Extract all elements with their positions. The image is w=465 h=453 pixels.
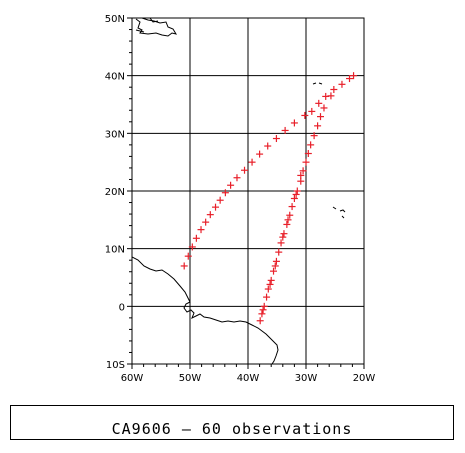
- observation-marker: [293, 187, 301, 195]
- observation-marker: [197, 226, 205, 234]
- observation-marker: [299, 167, 307, 175]
- observation-marker: [301, 111, 309, 119]
- observation-marker: [227, 181, 235, 189]
- observation-marker: [258, 310, 266, 318]
- lat-label: 50N: [105, 14, 125, 25]
- observation-marker: [338, 80, 346, 88]
- lat-label: 10S: [106, 360, 125, 371]
- observation-marker: [346, 75, 353, 83]
- observation-marker: [284, 216, 292, 224]
- observation-marker: [275, 248, 283, 256]
- lat-label: 30N: [105, 129, 125, 140]
- lon-label: 20W: [353, 373, 376, 384]
- observation-marker: [290, 119, 298, 127]
- lon-label: 40W: [237, 373, 260, 384]
- observation-marker: [221, 189, 229, 197]
- observation-marker: [272, 135, 280, 143]
- observation-marker: [188, 243, 196, 251]
- observation-marker: [350, 72, 358, 80]
- observation-marker: [310, 132, 318, 140]
- observation-marker: [180, 262, 188, 270]
- observation-marker: [314, 122, 322, 130]
- observation-marker: [263, 293, 271, 301]
- observation-marker: [216, 196, 224, 204]
- observation-marker: [271, 262, 279, 270]
- observation-map: 60W 50W 40W 30W 20W 50N 40N 30N 20N 10N 0 10S: [105, 14, 376, 384]
- observation-marker: [292, 190, 300, 198]
- observation-marker: [264, 285, 272, 293]
- observation-marker: [297, 171, 305, 179]
- observation-marker: [256, 317, 264, 325]
- observation-marker: [248, 158, 256, 166]
- observation-marker: [330, 86, 338, 94]
- observation-marker: [327, 92, 335, 100]
- coastline: [132, 18, 346, 364]
- observation-marker: [267, 276, 275, 284]
- observation-marker: [281, 126, 289, 134]
- observation-marker: [266, 280, 274, 288]
- lon-label: 50W: [179, 373, 202, 384]
- observation-marker: [317, 113, 324, 121]
- lat-label: 0: [119, 302, 125, 313]
- observation-marker: [286, 211, 294, 219]
- observation-marker: [315, 99, 323, 107]
- graticule: [131, 17, 365, 365]
- observation-marker: [288, 203, 296, 211]
- lat-label: 20N: [105, 187, 125, 198]
- observation-marker: [202, 218, 210, 226]
- caption-text: CA9606 – 60 observations: [111, 420, 353, 438]
- observation-marker: [264, 142, 272, 150]
- observation-marker: [212, 203, 220, 211]
- observation-marker: [280, 230, 288, 238]
- observation-marker: [307, 141, 315, 149]
- observation-marker: [270, 267, 278, 275]
- observation-marker: [256, 150, 264, 158]
- observation-marker: [259, 306, 267, 314]
- observation-marker: [283, 220, 291, 228]
- lon-label: 60W: [121, 373, 144, 384]
- observation-marker: [241, 166, 249, 174]
- axis-labels: 60W 50W 40W 30W 20W 50N 40N 30N 20N 10N 0 10S: [105, 14, 376, 384]
- caption-box: CA9606 – 60 observations: [10, 405, 454, 440]
- observation-marker: [272, 257, 280, 265]
- observation-marker: [302, 158, 310, 166]
- observation-marker: [192, 234, 200, 242]
- lon-label: 30W: [295, 373, 318, 384]
- observation-marker: [304, 150, 312, 158]
- observation-marker: [277, 239, 285, 247]
- observation-marker: [184, 252, 192, 260]
- observation-marker: [320, 104, 328, 112]
- observation-marker: [308, 107, 316, 115]
- axis-ticks: [127, 17, 365, 369]
- observation-marker: [290, 194, 298, 202]
- observation-marker: [233, 174, 241, 182]
- observation-markers: [180, 72, 358, 325]
- lat-label: 40N: [105, 72, 125, 83]
- observation-marker: [260, 302, 268, 310]
- observation-marker: [206, 211, 214, 219]
- observation-marker: [279, 233, 287, 241]
- lat-label: 10N: [105, 245, 125, 256]
